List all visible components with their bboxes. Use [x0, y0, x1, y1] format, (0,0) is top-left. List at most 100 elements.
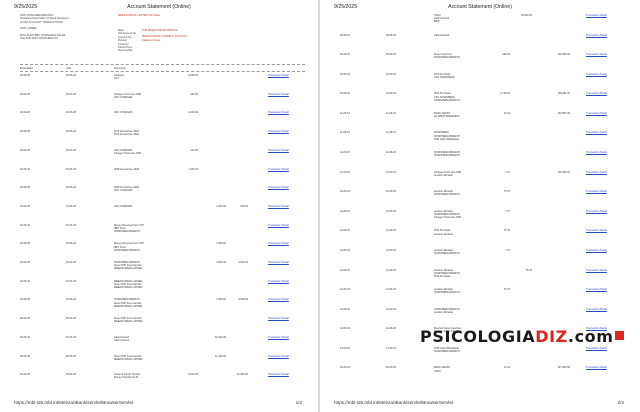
- transaction-description: amazon AE latter NOWSHERA BRANCH: [434, 190, 496, 196]
- transaction-detail-link[interactable]: Transaction Detail: [586, 151, 607, 155]
- booked-date: 28-06-25: [20, 354, 31, 358]
- transaction-description: NOWSHERA BRANCH Super P2P Fund transfer ME…: [114, 261, 176, 271]
- transaction-detail-link[interactable]: Transaction Detail: [268, 167, 289, 171]
- booked-date: 06-08-15: [340, 33, 351, 37]
- transaction-detail-link[interactable]: Transaction Detail: [268, 204, 289, 208]
- description-line: Super P2P Fund transfer: [114, 301, 142, 305]
- booked-date: 12-08-15: [340, 170, 351, 174]
- description-line: MEEZAN BANK LIMITED: [114, 286, 143, 290]
- transaction-detail-link[interactable]: Transaction Detail: [268, 373, 289, 377]
- value-date: 10-08-15: [386, 92, 397, 96]
- transaction-detail-link[interactable]: Transaction Detail: [268, 335, 289, 339]
- transaction-detail-link[interactable]: Transaction Detail: [586, 53, 607, 57]
- booked-date: 12-08-15: [340, 307, 351, 311]
- booked-date: 12-08-15: [340, 248, 351, 252]
- value-date: 18-06-25: [66, 74, 77, 77]
- transaction-detail-link[interactable]: Transaction Detail: [268, 298, 289, 302]
- description-line: Cash Deposit: [114, 339, 130, 343]
- transaction-detail-link[interactable]: Transaction Detail: [586, 248, 607, 252]
- value-date: 12-08-15: [386, 229, 397, 233]
- transaction-description: POS Annual Fee 2025 POS Annual Fee 2025: [114, 130, 176, 136]
- transaction-description: BANK GRANT AC WRATTARDENMO: [434, 112, 496, 118]
- description-line: ATM Cash Withdrawal: [434, 346, 459, 350]
- booked-date: 10-08-15: [340, 92, 351, 96]
- transaction-detail-link[interactable]: Transaction Detail: [586, 209, 607, 213]
- description-line: NOWSHERA: [434, 131, 449, 135]
- transaction-detail-link[interactable]: Transaction Detail: [268, 317, 289, 321]
- transaction-detail-link[interactable]: Transaction Detail: [268, 148, 289, 152]
- booked-date: 10-08-15: [340, 72, 351, 76]
- statement-page-2: 9/25/2025 Account Statement (Online) 18,…: [320, 0, 640, 412]
- transaction-detail-link[interactable]: Transaction Detail: [268, 279, 289, 283]
- value-date: 12-08-15: [386, 268, 397, 272]
- debit-amount: 299.00: [502, 53, 510, 57]
- transaction-detail-link[interactable]: Transaction Detail: [586, 33, 607, 37]
- divider-line: [20, 64, 305, 65]
- transaction-detail-link[interactable]: Transaction Detail: [586, 229, 607, 233]
- transaction-detail-link[interactable]: Transaction Detail: [268, 223, 289, 227]
- transaction-detail-link[interactable]: Transaction Detail: [268, 92, 289, 96]
- description-line: Account Funds Transfer: [114, 373, 141, 377]
- footer-url[interactable]: https://mbl-t25.mbl.int/MeezanBank/servl…: [334, 400, 454, 405]
- description-line: NOWSHERA BRANCH: [434, 98, 460, 102]
- transaction-detail-link[interactable]: Transaction Detail: [586, 72, 607, 76]
- booked-date: 18-06-25: [20, 111, 31, 115]
- transaction-detail-link[interactable]: Transaction Detail: [586, 111, 607, 115]
- info-line: Currency: [118, 42, 129, 46]
- description-line: MEEZAN BANK LIMITED: [114, 267, 143, 271]
- transaction-description: Chargers ACT: [114, 74, 176, 80]
- transaction-detail-link[interactable]: Transaction Detail: [586, 366, 607, 370]
- watermark-square-icon: [614, 331, 624, 340]
- transaction-detail-link[interactable]: Transaction Detail: [268, 130, 289, 134]
- transaction-detail-link[interactable]: Transaction Detail: [586, 327, 607, 331]
- transaction-detail-link[interactable]: Transaction Detail: [586, 170, 607, 174]
- description-line: Cash Deposit: [434, 33, 450, 37]
- debit-amount: 7.27: [505, 209, 510, 213]
- transaction-detail-link[interactable]: Transaction Detail: [586, 14, 607, 17]
- booked-date: 18-06-25: [20, 167, 31, 171]
- description-line: Charges Trans Fee PKR: [114, 92, 142, 96]
- transaction-detail-link[interactable]: Transaction Detail: [268, 242, 289, 246]
- transaction-description: ATM Cash Withdrawal NOWSHERA BRANCH: [434, 347, 496, 353]
- transaction-detail-link[interactable]: Transaction Detail: [268, 74, 289, 77]
- value-date: 12-08-15: [386, 248, 397, 252]
- description-line: Charges Trans Fee PKR: [114, 152, 142, 155]
- transaction-detail-link[interactable]: Transaction Detail: [586, 268, 607, 272]
- booked-date: 18-06-25: [20, 74, 31, 77]
- booked-date: 13-08-15: [340, 327, 351, 331]
- column-header-booked-date: BookedDate: [20, 67, 34, 70]
- description-line: Cash Deposit: [434, 17, 450, 21]
- description-line: BANK GRANT: [434, 111, 451, 115]
- transaction-detail-link[interactable]: Transaction Detail: [586, 288, 607, 292]
- balance-amount: 117,864.50: [557, 366, 570, 370]
- info-line: Account No: [118, 35, 132, 39]
- transaction-detail-link[interactable]: Transaction Detail: [586, 307, 607, 311]
- transaction-description: Account Funds Transfer Money Transferred …: [114, 373, 176, 379]
- credit-amount: 18,000.00: [520, 14, 532, 17]
- info-line: Nowshera Road Main GT Road Nowshera: [20, 17, 69, 21]
- transaction-detail-link[interactable]: Transaction Detail: [586, 346, 607, 350]
- transaction-description: NOWSHERA BRANCH Super P2P Fund transfer ME…: [114, 298, 176, 308]
- watermark-text-3: .com: [567, 327, 614, 346]
- transaction-detail-link[interactable]: Transaction Detail: [268, 186, 289, 190]
- transaction-detail-link[interactable]: Transaction Detail: [586, 92, 607, 96]
- description-line: ACT: [114, 77, 119, 81]
- transaction-detail-link[interactable]: Transaction Detail: [268, 111, 289, 115]
- description-line: Meezan Super Card Fee: [434, 327, 462, 331]
- transaction-detail-link[interactable]: Transaction Detail: [586, 190, 607, 194]
- description-line: NOWSHERA BRANCH: [114, 261, 140, 265]
- description-line: ADC CHARGES: [114, 95, 133, 99]
- description-line: NOWSHERA BRANCH: [434, 193, 460, 197]
- transaction-description: POS Purchase amazon AE latter: [434, 229, 496, 235]
- info-line: [142, 45, 212, 48]
- watermark-text-2: DIZ: [535, 327, 568, 346]
- transaction-detail-link[interactable]: Transaction Detail: [268, 261, 289, 265]
- value-date: 18-06-25: [66, 186, 77, 190]
- description-line: BAHI: [434, 20, 440, 24]
- description-line: amazon AE latter: [434, 310, 454, 314]
- balance-amount: 4,515.00: [238, 298, 248, 302]
- footer-url[interactable]: https://mbl-t25.mbl.int/MeezanBank/servl…: [14, 400, 134, 405]
- booked-date: 26-06-25: [20, 335, 31, 339]
- transaction-detail-link[interactable]: Transaction Detail: [268, 354, 289, 358]
- transaction-detail-link[interactable]: Transaction Detail: [586, 131, 607, 135]
